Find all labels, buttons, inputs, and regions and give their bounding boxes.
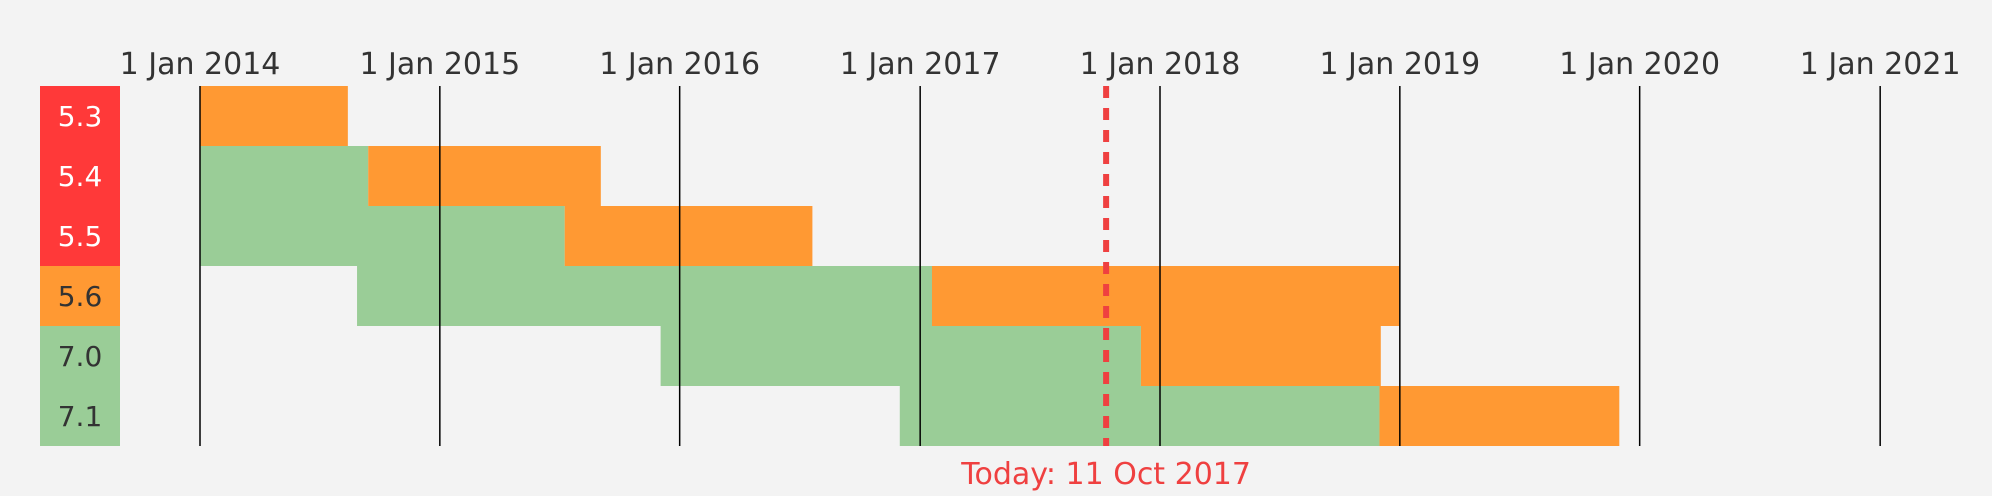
security-support-bar-5-5	[564, 206, 813, 266]
tick-label-2014: 1 Jan 2014	[120, 47, 281, 82]
tick-label-2016: 1 Jan 2016	[599, 47, 760, 82]
version-label-5-4: 5.4	[58, 160, 103, 193]
row-labels-layer: 5.3 5.4 5.5 5.6 7.0 7.1	[40, 86, 120, 446]
version-badge-5-6	[40, 266, 120, 326]
active-support-bar-5-6	[357, 266, 932, 326]
security-support-bar-5-3	[200, 86, 348, 146]
version-label-7-1: 7.1	[58, 400, 103, 433]
tick-label-2018: 1 Jan 2018	[1080, 47, 1241, 82]
active-support-bar-5-5	[200, 206, 565, 266]
tick-label-2019: 1 Jan 2019	[1319, 47, 1480, 82]
active-support-bar-5-4	[200, 146, 369, 206]
version-badge-5-5	[40, 206, 120, 266]
version-badge-7-1	[40, 386, 120, 446]
version-badge-5-3	[40, 86, 120, 146]
today-label: Today: 11 Oct 2017	[960, 457, 1251, 492]
tick-label-2020: 1 Jan 2020	[1559, 47, 1720, 82]
version-badge-7-0	[40, 326, 120, 386]
security-support-bar-7-1	[1379, 386, 1620, 446]
security-support-bar-5-6	[931, 266, 1400, 326]
version-label-7-0: 7.0	[58, 340, 103, 373]
tick-labels-layer: 1 Jan 2014 1 Jan 2015 1 Jan 2016 1 Jan 2017…	[120, 47, 1961, 82]
tick-label-2017: 1 Jan 2017	[840, 47, 1001, 82]
tick-label-2015: 1 Jan 2015	[359, 47, 520, 82]
tick-label-2021: 1 Jan 2021	[1800, 47, 1961, 82]
version-label-5-5: 5.5	[58, 220, 103, 253]
gridlines-layer	[199, 86, 1881, 446]
active-support-bar-7-1	[899, 386, 1380, 446]
bars-layer	[200, 86, 1620, 446]
today-layer: Today: 11 Oct 2017	[960, 86, 1251, 492]
version-label-5-6: 5.6	[58, 280, 103, 313]
version-badge-5-4	[40, 146, 120, 206]
active-support-bar-7-0	[660, 326, 1141, 386]
security-support-bar-7-0	[1140, 326, 1381, 386]
version-label-5-3: 5.3	[58, 100, 103, 133]
security-support-bar-5-4	[368, 146, 601, 206]
